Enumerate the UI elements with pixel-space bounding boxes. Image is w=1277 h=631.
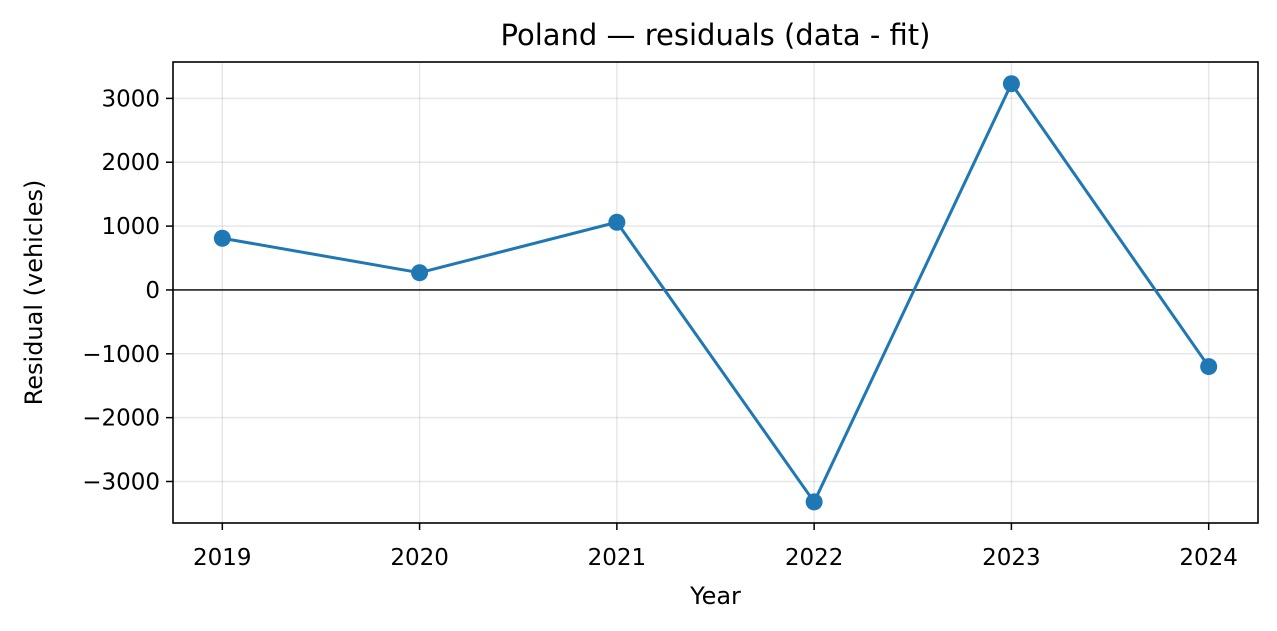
- grid: [173, 62, 1258, 523]
- series-layer: [213, 75, 1218, 511]
- x-tick-label: 2019: [193, 545, 252, 571]
- y-tick-label: 0: [145, 278, 160, 304]
- data-point: [411, 264, 429, 282]
- data-point: [1200, 358, 1218, 376]
- axis-ticks: 2019 2020 2021 2022 2023 2024 −3000 −2000 −1000 0…: [82, 86, 1238, 571]
- x-axis-label: Year: [689, 582, 741, 610]
- y-tick-label: 3000: [101, 86, 160, 112]
- y-tick-label: −2000: [82, 406, 160, 432]
- data-point: [805, 493, 823, 511]
- x-tick-label: 2023: [982, 545, 1041, 571]
- y-tick-label: −1000: [82, 342, 160, 368]
- y-tick-label: 1000: [101, 214, 160, 240]
- y-axis-label: Residual (vehicles): [20, 180, 48, 406]
- y-tick-label: 2000: [101, 150, 160, 176]
- series-line: [222, 82, 1210, 504]
- x-tick-label: 2020: [390, 545, 449, 571]
- plot-area-frame: [172, 61, 1259, 524]
- data-point: [608, 213, 626, 231]
- data-point: [1002, 75, 1020, 93]
- y-tick-label: −3000: [82, 469, 160, 495]
- x-tick-label: 2024: [1179, 545, 1238, 571]
- chart-title: Poland — residuals (data - fit): [501, 18, 931, 52]
- x-tick-label: 2021: [588, 545, 647, 571]
- x-tick-label: 2022: [785, 545, 844, 571]
- data-point: [213, 229, 231, 247]
